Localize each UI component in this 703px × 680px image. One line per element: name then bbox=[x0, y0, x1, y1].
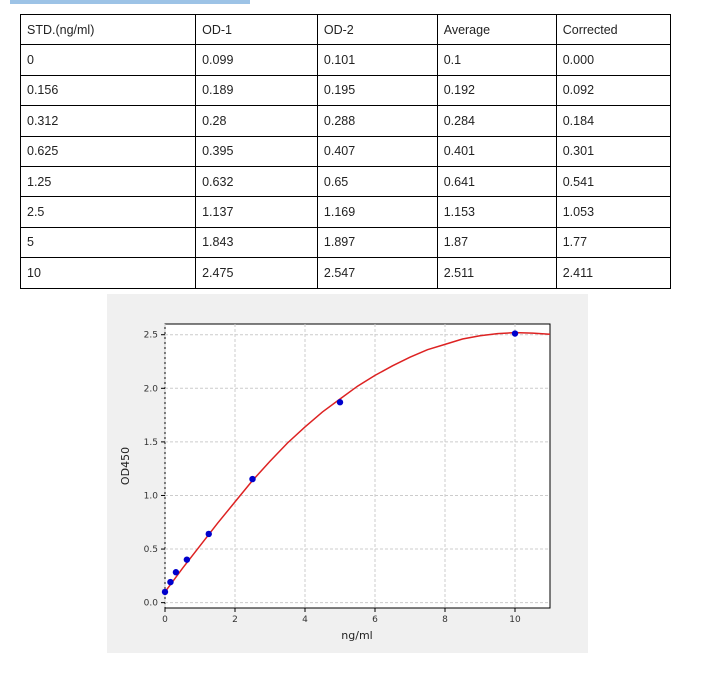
cell-std: 0 bbox=[19, 44, 197, 76]
cell-od2: 1.897 bbox=[316, 226, 438, 259]
data-point bbox=[511, 330, 519, 337]
cell-od1: 0.099 bbox=[195, 44, 318, 76]
header-od1: OD-1 bbox=[195, 13, 318, 46]
header-highlight-bar bbox=[10, 0, 250, 4]
x-tick-label: 0 bbox=[162, 615, 168, 625]
cell-std: 0.625 bbox=[19, 135, 197, 167]
y-tick-label: 2.0 bbox=[144, 384, 159, 394]
y-axis-label: OD450 bbox=[119, 447, 132, 485]
point-layer bbox=[161, 330, 519, 596]
x-tick-label: 8 bbox=[442, 615, 448, 625]
cell-corrected: 0.092 bbox=[555, 74, 672, 107]
data-point bbox=[336, 399, 344, 406]
y-tick-label: 0.0 bbox=[144, 599, 159, 609]
y-tick-label: 1.5 bbox=[144, 438, 158, 448]
cell-average: 0.192 bbox=[436, 74, 557, 107]
table-row: 0.625 0.395 0.407 0.401 0.301 bbox=[19, 135, 672, 167]
x-tick-label: 10 bbox=[509, 615, 521, 625]
cell-corrected: 0.541 bbox=[555, 165, 672, 198]
data-point bbox=[161, 588, 169, 596]
cell-average: 0.401 bbox=[436, 135, 557, 167]
cell-std: 5 bbox=[19, 226, 197, 259]
tick-layer: 0 2 4 6 8 10 0.0 0.5 1.0 1.5 2.0 2.5 bbox=[144, 331, 521, 625]
cell-corrected: 0.184 bbox=[555, 105, 672, 137]
data-point bbox=[249, 475, 256, 483]
data-point bbox=[183, 556, 191, 563]
cell-std: 0.156 bbox=[19, 74, 197, 107]
cell-od1: 0.28 bbox=[195, 105, 318, 137]
cell-std: 2.5 bbox=[19, 196, 197, 228]
data-point bbox=[205, 530, 212, 538]
data-point bbox=[167, 578, 174, 586]
cell-od1: 1.843 bbox=[195, 226, 318, 259]
cell-od1: 1.137 bbox=[195, 196, 318, 228]
x-axis-label: ng/ml bbox=[341, 629, 372, 642]
cell-average: 0.284 bbox=[436, 105, 557, 137]
cell-average: 0.1 bbox=[436, 44, 557, 76]
cell-od2: 0.195 bbox=[316, 74, 438, 107]
cell-od1: 2.475 bbox=[195, 257, 318, 289]
table-row: 0.156 0.189 0.195 0.192 0.092 bbox=[19, 74, 672, 107]
header-od2: OD-2 bbox=[316, 13, 438, 46]
cell-corrected: 1.77 bbox=[555, 226, 672, 259]
header-std: STD.(ng/ml) bbox=[19, 13, 197, 46]
standard-curve-table: STD.(ng/ml) OD-1 OD-2 Average Corrected … bbox=[19, 13, 672, 289]
cell-od1: 0.189 bbox=[195, 74, 318, 107]
table-row: 5 1.843 1.897 1.87 1.77 bbox=[19, 226, 672, 259]
x-tick-label: 6 bbox=[372, 615, 378, 625]
chart-svg: 0 2 4 6 8 10 0.0 0.5 1.0 1.5 2.0 2.5 ng/ml OD450 bbox=[119, 323, 551, 642]
cell-std: 0.312 bbox=[19, 105, 197, 137]
cell-od1: 0.632 bbox=[195, 165, 318, 198]
data-point bbox=[172, 569, 180, 576]
header-average: Average bbox=[436, 13, 557, 46]
table-row: 0 0.099 0.101 0.1 0.000 bbox=[19, 44, 672, 76]
cell-corrected: 1.053 bbox=[555, 196, 672, 228]
table-row: 2.5 1.137 1.169 1.153 1.053 bbox=[19, 196, 672, 228]
table-row: 1.25 0.632 0.65 0.641 0.541 bbox=[19, 165, 672, 198]
y-tick-label: 2.5 bbox=[144, 331, 158, 341]
cell-average: 0.641 bbox=[436, 165, 557, 198]
cell-corrected: 2.411 bbox=[555, 257, 672, 289]
cell-od2: 0.101 bbox=[316, 44, 438, 76]
table-header-row: STD.(ng/ml) OD-1 OD-2 Average Corrected bbox=[19, 13, 672, 46]
cell-average: 2.511 bbox=[436, 257, 557, 289]
table-row: 0.312 0.28 0.288 0.284 0.184 bbox=[19, 105, 672, 137]
x-tick-label: 4 bbox=[302, 615, 308, 625]
cell-od1: 0.395 bbox=[195, 135, 318, 167]
cell-od2: 2.547 bbox=[316, 257, 438, 289]
fit-curve-line bbox=[164, 331, 551, 593]
cell-od2: 0.65 bbox=[316, 165, 438, 198]
y-tick-label: 1.0 bbox=[144, 491, 159, 501]
cell-od2: 0.407 bbox=[316, 135, 438, 167]
standard-curve-chart: 0 2 4 6 8 10 0.0 0.5 1.0 1.5 2.0 2.5 ng/ml OD450 bbox=[107, 294, 588, 653]
header-corrected: Corrected bbox=[555, 13, 672, 46]
plot-area bbox=[164, 323, 551, 609]
y-tick-label: 0.5 bbox=[144, 545, 158, 555]
cell-std: 10 bbox=[19, 257, 197, 289]
cell-od2: 0.288 bbox=[316, 105, 438, 137]
cell-od2: 1.169 bbox=[316, 196, 438, 228]
x-tick-label: 2 bbox=[232, 615, 238, 625]
cell-corrected: 0.301 bbox=[555, 135, 672, 167]
cell-std: 1.25 bbox=[19, 165, 197, 198]
cell-average: 1.87 bbox=[436, 226, 557, 259]
cell-average: 1.153 bbox=[436, 196, 557, 228]
table-row: 10 2.475 2.547 2.511 2.411 bbox=[19, 257, 672, 289]
cell-corrected: 0.000 bbox=[555, 44, 672, 76]
